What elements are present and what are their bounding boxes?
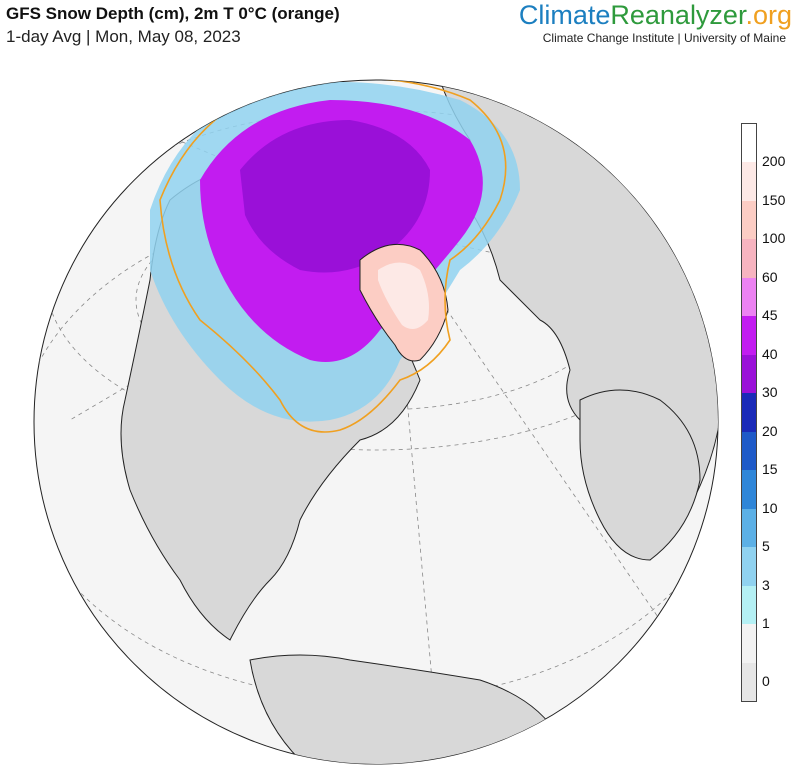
legend-label: 100 [762,230,786,247]
legend-swatch [742,316,756,356]
legend-swatch [742,239,756,279]
legend-label: 0 [762,672,770,689]
legend-swatch [742,393,756,433]
legend-label: 15 [762,461,778,478]
legend-swatch [742,585,756,625]
legend-swatch [742,124,756,163]
legend-label: 10 [762,499,778,516]
legend-swatch [742,508,756,548]
legend-swatch [742,547,756,587]
map-subtitle: 1-day Avg | Mon, May 08, 2023 [6,27,241,46]
legend-swatch [742,624,756,664]
legend-label: 1 [762,615,770,632]
brand-part-reanalyzer: Reanalyzer [610,0,746,30]
legend-label: 60 [762,268,778,285]
brand-logo[interactable]: ClimateReanalyzer.org [519,0,792,31]
brand-part-climate: Climate [518,0,611,30]
greenland-core [378,262,429,329]
color-legend [741,123,757,702]
map-title: GFS Snow Depth (cm), 2m T 0°C (orange) [6,4,340,23]
legend-label: 150 [762,191,786,208]
legend-label: 40 [762,345,778,362]
legend-swatch [742,354,756,394]
legend-label: 3 [762,576,770,593]
legend-label: 200 [762,153,786,170]
legend-label: 5 [762,538,770,555]
freeze-line [159,80,507,433]
legend-swatch [742,200,756,240]
legend-swatch [742,162,756,202]
legend-swatch [742,277,756,317]
snow-deep [240,120,430,273]
legend-label: 45 [762,307,778,324]
legend-label: 20 [762,422,778,439]
legend-swatch [742,662,756,702]
legend-swatch [742,431,756,471]
land-africa [579,389,701,561]
legend-swatch [742,470,756,510]
legend-label: 30 [762,384,778,401]
brand-affiliation: Climate Change Institute | University of… [542,31,786,45]
brand-part-org: .org [745,0,792,30]
